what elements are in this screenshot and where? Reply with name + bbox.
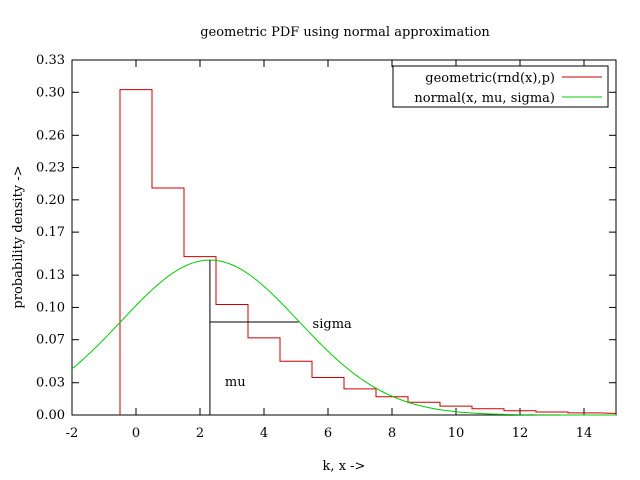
normal-curve [71, 259, 616, 416]
x-axis-label: k, x -> [323, 459, 366, 474]
x-tick-label: 4 [260, 426, 268, 441]
y-tick-label: 0.20 [36, 193, 65, 208]
x-tick-label: -2 [66, 426, 79, 441]
geometric-step-line [119, 89, 617, 415]
legend-label-normal: normal(x, mu, sigma) [414, 91, 555, 106]
x-tick-label: 8 [388, 426, 396, 441]
x-tick-label: 14 [576, 426, 593, 441]
y-tick-label: 0.00 [36, 408, 65, 423]
y-tick-label: 0.26 [36, 128, 65, 143]
sigma-label: sigma [313, 317, 352, 332]
plot-area [71, 59, 617, 416]
chart-title: geometric PDF using normal approximation [200, 25, 490, 40]
y-tick-label: 0.23 [36, 161, 65, 176]
x-tick-label: 6 [324, 426, 332, 441]
legend: geometric(rnd(x),p) normal(x, mu, sigma) [392, 65, 609, 108]
y-tick-label: 0.13 [36, 268, 65, 283]
axis-ticks: -2 0 2 4 6 8 10 12 14 0.00 0.03 0.07 0.10 0.13 0.17 0.2… [36, 53, 616, 441]
x-tick-label: 10 [448, 426, 465, 441]
y-axis-label: probability density -> [11, 165, 26, 308]
series-layer [71, 89, 617, 416]
legend-label-geometric: geometric(rnd(x),p) [425, 71, 555, 86]
annotation-layer: mu sigma [209, 260, 352, 415]
x-tick-label: 0 [132, 426, 140, 441]
legend-box [392, 65, 609, 108]
mu-label: mu [225, 375, 246, 390]
y-tick-label: 0.33 [36, 53, 65, 68]
x-tick-label: 2 [196, 426, 204, 441]
y-tick-label: 0.30 [36, 85, 65, 100]
y-tick-label: 0.03 [36, 376, 65, 391]
x-tick-label: 12 [512, 426, 529, 441]
y-tick-label: 0.17 [36, 225, 65, 240]
y-tick-label: 0.10 [36, 300, 65, 315]
y-tick-label: 0.07 [36, 333, 65, 348]
